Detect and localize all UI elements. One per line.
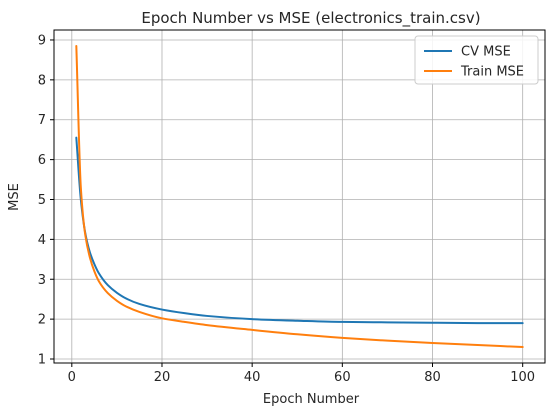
- x-tick-label: 100: [510, 370, 535, 385]
- series-line-cv-mse: [75, 136, 524, 325]
- chart-title: Epoch Number vs MSE (electronics_train.c…: [141, 9, 480, 28]
- legend-label: CV MSE: [461, 45, 511, 60]
- y-tick-label: 6: [38, 153, 46, 168]
- series-layer: [75, 44, 524, 349]
- y-tick-label: 7: [38, 113, 46, 128]
- y-tick-label: 4: [38, 233, 46, 248]
- y-axis: 1 2 3 4 5 6 7 8 9: [38, 33, 54, 368]
- x-axis: 0 20 40 60 80 100: [68, 363, 535, 385]
- y-tick-label: 5: [38, 193, 46, 208]
- legend-label: Train MSE: [460, 65, 524, 80]
- y-tick-label: 2: [38, 313, 46, 328]
- y-tick-label: 1: [38, 353, 46, 368]
- x-tick-label: 40: [244, 370, 261, 385]
- series-line-train-mse: [75, 44, 524, 349]
- y-tick-label: 3: [38, 273, 46, 288]
- x-tick-label: 80: [424, 370, 441, 385]
- legend: CV MSE Train MSE: [414, 35, 539, 85]
- x-tick-label: 60: [334, 370, 351, 385]
- y-tick-label: 8: [38, 73, 46, 88]
- y-axis-label: MSE: [7, 183, 22, 211]
- x-tick-label: 0: [68, 370, 76, 385]
- x-axis-label: Epoch Number: [263, 392, 360, 407]
- x-tick-label: 20: [154, 370, 171, 385]
- y-tick-label: 9: [38, 33, 46, 48]
- plot-frame: [53, 29, 546, 364]
